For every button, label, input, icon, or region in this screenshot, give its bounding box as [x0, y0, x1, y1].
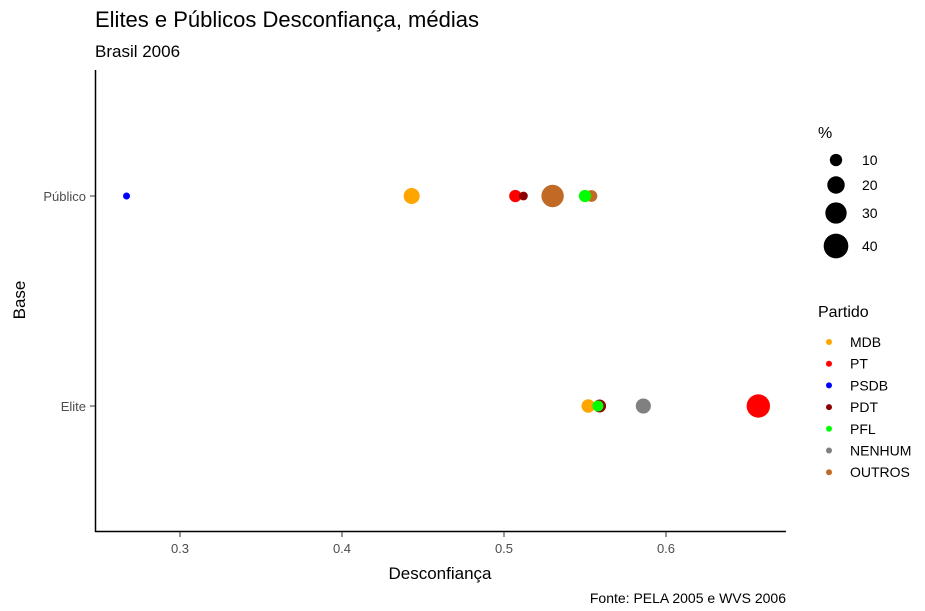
color-legend-label-mdb: MDB [850, 334, 881, 350]
color-legend-label-pfl: PFL [850, 421, 876, 437]
point-publico-psdb [123, 192, 131, 200]
x-axis-title: Desconfiança [388, 564, 492, 583]
points-layer [123, 184, 771, 418]
x-tick-label-0-4: 0.4 [333, 541, 351, 556]
point-publico-pdt [519, 191, 528, 201]
y-tick-label-elite: Elite [61, 399, 86, 414]
size-legend: 10 20 30 40 [823, 152, 878, 259]
y-ticks: Elite Público [43, 189, 95, 414]
size-legend-label-20: 20 [862, 177, 878, 193]
chart-title: Elites e Públicos Desconfiança, médias [95, 7, 479, 32]
color-legend-key-pfl [826, 425, 832, 432]
size-legend-label-40: 40 [862, 238, 878, 254]
y-axis-title: Base [10, 281, 29, 320]
size-legend-key-30 [825, 202, 847, 224]
chart-caption: Fonte: PELA 2005 e WVS 2006 [590, 590, 786, 606]
y-tick-label-publico: Público [43, 189, 86, 204]
x-tick-label-0-3: 0.3 [171, 541, 189, 556]
color-legend-key-pt [826, 360, 832, 367]
chart-subtitle: Brasil 2006 [95, 42, 180, 61]
color-legend-key-mdb [826, 339, 832, 345]
size-legend-key-20 [827, 176, 845, 194]
point-publico-outros [541, 184, 564, 208]
color-legend-label-pt: PT [850, 356, 868, 372]
color-legend-label-psdb: PSDB [850, 377, 888, 393]
x-tick-label-0-6: 0.6 [657, 541, 675, 556]
color-legend-label-outros: OUTROS [850, 464, 910, 480]
color-legend-key-outros [826, 469, 832, 476]
size-legend-label-30: 30 [862, 205, 878, 221]
color-legend-title: Partido [818, 304, 869, 321]
point-elite-pt [746, 394, 771, 418]
point-elite-nenhum [635, 398, 651, 414]
color-legend-key-nenhum [826, 447, 832, 454]
point-publico-pfl [578, 189, 592, 203]
color-legend-label-nenhum: NENHUM [850, 443, 911, 459]
x-tick-label-0-5: 0.5 [495, 541, 513, 556]
point-elite-mdb [581, 399, 595, 413]
color-legend-key-pdt [826, 404, 832, 411]
x-ticks: 0.3 0.4 0.5 0.6 [171, 532, 675, 556]
color-legend-label-pdt: PDT [850, 399, 878, 415]
point-publico-pt [509, 189, 522, 203]
color-legend-key-psdb [826, 382, 832, 389]
point-publico-mdb [403, 187, 420, 205]
color-legend: MDB PT PSDB PDT PFL NENHUM OUTROS [826, 334, 911, 480]
size-legend-label-10: 10 [862, 152, 878, 168]
size-legend-title: % [818, 125, 832, 142]
size-legend-key-40 [823, 233, 849, 259]
size-legend-key-10 [829, 153, 843, 167]
point-elite-pfl [592, 400, 604, 412]
